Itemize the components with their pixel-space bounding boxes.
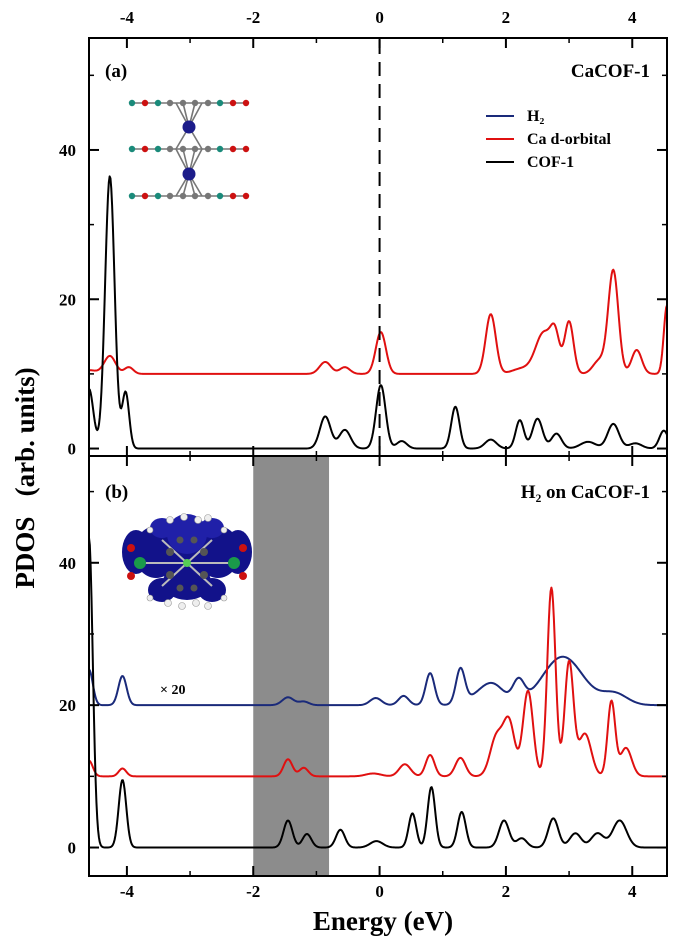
inset-atom <box>216 192 224 200</box>
inset-atom <box>166 192 174 200</box>
inset-atom <box>128 99 136 107</box>
xtick-label-bottom-2: 2 <box>502 882 511 901</box>
legend: H₂ Ca d-orbital COF-1 <box>486 108 612 171</box>
panel-b-frame <box>88 455 668 877</box>
inset-atom <box>191 145 199 153</box>
h2-multiplier-label: × 20 <box>160 683 185 698</box>
inset-atom <box>216 99 224 107</box>
ytick-label-b-40: 40 <box>59 554 76 573</box>
shaded-energy-window <box>253 456 330 876</box>
inset-atom <box>179 192 187 200</box>
inset-atom <box>154 145 162 153</box>
y-axis-title: PDOS (arb. units) <box>10 367 40 588</box>
legend-label-cof: COF-1 <box>527 154 574 171</box>
series-a-cof <box>89 175 667 450</box>
inset-atom <box>141 145 149 153</box>
inset-atom <box>166 99 174 107</box>
legend-label-ca: Ca d-orbital <box>527 131 612 148</box>
inset-atom <box>128 145 136 153</box>
inset-atom <box>229 145 237 153</box>
xtick-label-top--2: -2 <box>246 8 260 27</box>
series-a-ca <box>89 268 667 375</box>
inset-atom <box>154 192 162 200</box>
series-b-h2 <box>89 655 667 707</box>
inset-atom <box>242 99 250 107</box>
inset-atom <box>191 99 199 107</box>
series-b-ca <box>89 586 667 778</box>
xtick-label-bottom--4: -4 <box>120 882 135 901</box>
legend-label-h2: H₂ <box>527 108 544 125</box>
ytick-label-a-0: 0 <box>68 440 77 459</box>
inset-atom <box>204 99 212 107</box>
charge-density-inset-b <box>122 513 252 610</box>
xtick-label-top--4: -4 <box>120 8 135 27</box>
inset-atom <box>141 192 149 200</box>
panel-a-title: CaCOF-1 <box>571 61 650 82</box>
ytick-label-a-40: 40 <box>59 141 76 160</box>
xtick-label-bottom--2: -2 <box>246 882 260 901</box>
inset-atom <box>179 99 187 107</box>
inset-atom <box>154 99 162 107</box>
ytick-label-b-20: 20 <box>59 696 76 715</box>
panel-b-label: (b) <box>105 482 128 503</box>
inset-atom <box>191 192 199 200</box>
inset-atom <box>141 99 149 107</box>
x-axis-title: Energy (eV) <box>313 906 453 936</box>
structure-inset-a <box>128 99 250 200</box>
xtick-label-top-2: 2 <box>502 8 511 27</box>
inset-atom <box>204 192 212 200</box>
inset-atom <box>229 99 237 107</box>
inset-atom <box>216 145 224 153</box>
xtick-label-bottom-4: 4 <box>628 882 637 901</box>
series-b-cof <box>89 537 667 849</box>
inset-atom <box>179 145 187 153</box>
panel-b-title: H₂ on CaCOF-1 <box>521 482 650 503</box>
xtick-label-top-0: 0 <box>375 8 384 27</box>
inset-atom <box>242 145 250 153</box>
inset-atom <box>204 145 212 153</box>
inset-atom <box>229 192 237 200</box>
inset-atom <box>128 192 136 200</box>
xtick-label-top-4: 4 <box>628 8 637 27</box>
ytick-label-b-0: 0 <box>68 839 77 858</box>
inset-atom <box>242 192 250 200</box>
panel-a-label: (a) <box>105 61 127 82</box>
ytick-label-a-20: 20 <box>59 290 76 309</box>
inset-atom <box>166 145 174 153</box>
xtick-label-bottom-0: 0 <box>375 882 384 901</box>
